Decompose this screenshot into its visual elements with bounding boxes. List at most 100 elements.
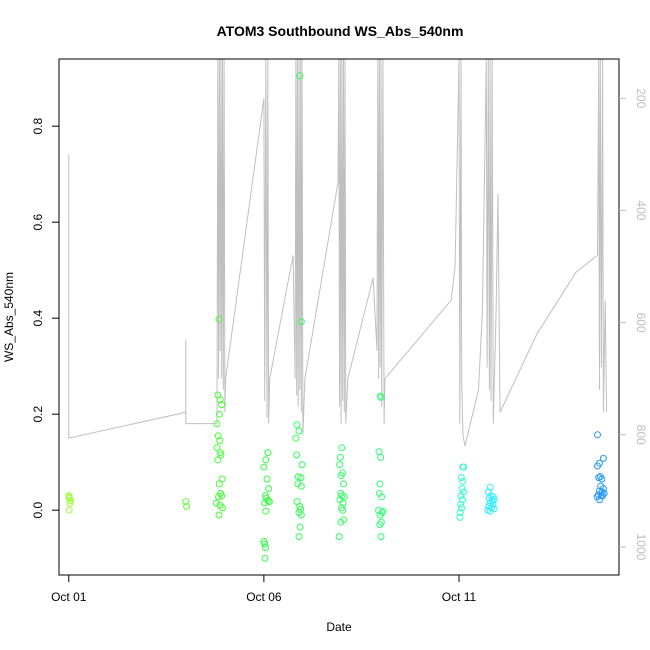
data-point — [215, 480, 223, 488]
chart-title: ATOM3 Southbound WS_Abs_540nm — [217, 23, 464, 39]
data-point — [336, 461, 344, 469]
data-point — [65, 493, 73, 501]
y-tick-label: 0.0 — [31, 502, 45, 519]
y-axis: 0.0 0.2 0.4 0.6 0.8 — [31, 118, 59, 519]
data-point — [377, 393, 385, 401]
data-point — [490, 496, 498, 504]
data-point — [377, 453, 385, 461]
data-point — [297, 318, 305, 326]
data-point — [599, 492, 607, 500]
data-point — [216, 396, 224, 404]
points-layer — [65, 72, 608, 562]
data-point — [265, 485, 273, 493]
data-point — [459, 477, 467, 485]
data-point — [337, 518, 345, 526]
data-point — [295, 509, 303, 517]
data-point — [214, 456, 222, 464]
data-point — [215, 315, 223, 323]
data-point — [295, 427, 303, 435]
y2-axis: 200 400 600 800 1000 — [619, 88, 648, 561]
x-axis-label: Date — [326, 620, 352, 634]
data-point — [375, 506, 383, 514]
data-point — [599, 454, 607, 462]
data-point — [339, 499, 347, 507]
data-point — [297, 511, 305, 519]
data-point — [294, 480, 302, 488]
data-point — [336, 453, 344, 461]
data-point — [218, 492, 226, 500]
x-axis: Oct 01 Oct 06 Oct 11 — [51, 575, 477, 604]
data-point — [262, 507, 270, 515]
data-point — [295, 533, 303, 541]
y-tick-label: 0.4 — [31, 310, 45, 327]
data-point — [340, 480, 347, 488]
data-point — [456, 509, 464, 517]
data-point — [298, 461, 306, 469]
data-point — [261, 499, 269, 507]
data-point — [219, 504, 226, 512]
data-point — [217, 451, 225, 459]
x-tick-label: Oct 11 — [442, 590, 477, 604]
data-point — [489, 493, 497, 501]
data-point — [335, 533, 343, 541]
data-point — [376, 511, 384, 519]
data-point — [598, 475, 606, 483]
data-point — [261, 544, 269, 552]
data-point — [297, 474, 305, 482]
data-point — [378, 493, 386, 501]
y-tick-label: 0.2 — [31, 406, 45, 423]
y2-tick-label: 800 — [634, 425, 648, 445]
y2-tick-label: 200 — [634, 88, 648, 108]
y2-tick-label: 1000 — [634, 534, 648, 561]
data-point — [457, 500, 465, 508]
data-point — [376, 392, 384, 400]
y-tick-label: 0.6 — [31, 214, 45, 231]
data-point — [292, 434, 300, 442]
data-point — [293, 451, 301, 459]
data-point — [262, 456, 270, 464]
data-point — [65, 506, 73, 514]
plot-frame — [58, 58, 620, 576]
data-point — [460, 463, 468, 471]
data-point — [459, 496, 466, 504]
data-point — [215, 511, 223, 519]
data-point — [296, 523, 304, 531]
x-tick-label: Oct 06 — [246, 590, 282, 604]
data-point — [260, 463, 268, 471]
data-point — [458, 504, 466, 512]
data-point — [213, 420, 221, 428]
data-point — [263, 475, 271, 483]
data-point — [264, 449, 272, 457]
depth-line — [68, 59, 607, 447]
data-point — [337, 472, 345, 480]
data-point — [594, 431, 601, 439]
data-point — [214, 432, 222, 440]
data-point — [215, 410, 223, 418]
data-point — [375, 448, 383, 456]
data-point — [456, 513, 464, 521]
data-point — [297, 482, 305, 490]
data-point — [183, 502, 191, 510]
data-point — [213, 444, 221, 452]
depth-line-layer — [68, 59, 607, 447]
data-point — [338, 444, 346, 452]
x-tick-label: Oct 01 — [51, 590, 87, 604]
data-point — [218, 401, 226, 409]
data-point — [261, 540, 269, 548]
y-axis-label: WS_Abs_540nm — [2, 272, 16, 362]
data-point — [376, 521, 384, 529]
y2-tick-label: 400 — [634, 200, 648, 220]
data-point — [376, 480, 384, 488]
data-point — [339, 506, 347, 514]
data-point — [67, 497, 75, 505]
y-tick-label: 0.8 — [31, 118, 45, 135]
data-point — [265, 498, 273, 506]
data-point — [458, 485, 466, 493]
data-point — [377, 533, 385, 541]
data-point — [215, 493, 223, 501]
data-point — [216, 501, 224, 509]
data-point — [296, 72, 304, 80]
data-point — [457, 492, 465, 500]
y2-tick-label: 600 — [634, 313, 648, 333]
